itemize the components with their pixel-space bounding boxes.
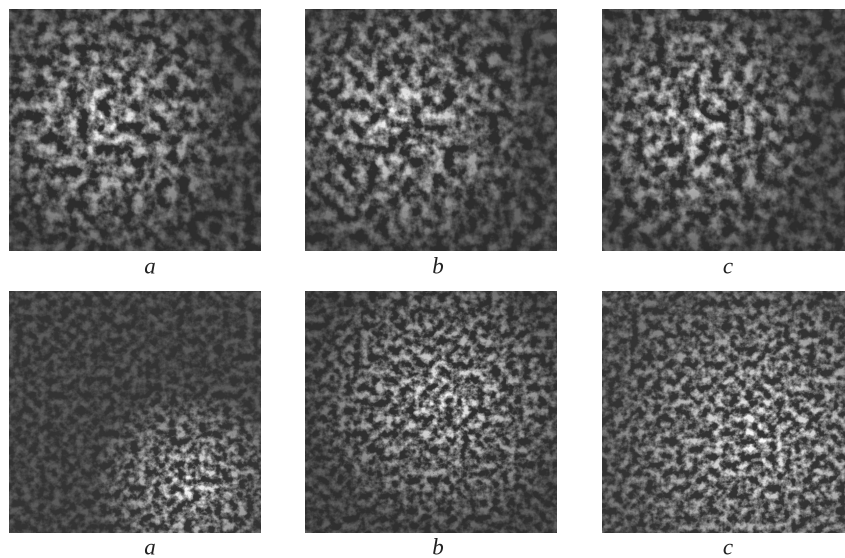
panel-label: a (144, 253, 156, 278)
image-panel (305, 291, 557, 533)
image-panel (9, 291, 261, 533)
image-panel (602, 9, 845, 251)
panel-label: a (144, 534, 156, 558)
panel-label: b (432, 534, 444, 558)
figure: a b c a b c (0, 0, 845, 558)
image-panel (9, 9, 261, 251)
panel-label: c (723, 253, 733, 278)
panel-label: c (723, 534, 733, 558)
page: {"rows": [["a", "b", "c"], ["a", "b", "c… (0, 0, 845, 558)
panel-label: b (432, 253, 444, 278)
image-panel (602, 291, 845, 533)
image-panel (305, 9, 557, 251)
